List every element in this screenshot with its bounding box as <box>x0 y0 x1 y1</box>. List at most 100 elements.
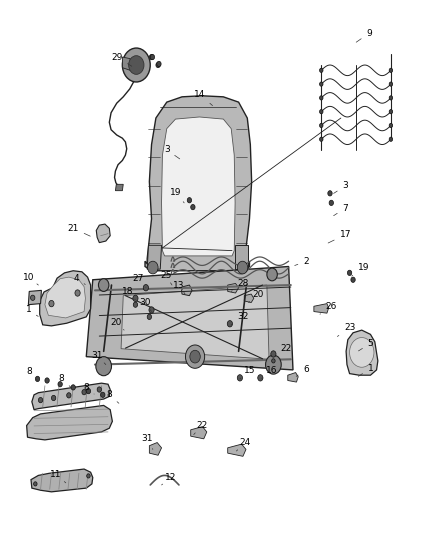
Polygon shape <box>235 245 248 269</box>
Text: 5: 5 <box>358 339 373 351</box>
Text: 3: 3 <box>334 181 348 193</box>
Polygon shape <box>45 277 85 318</box>
Circle shape <box>96 357 112 376</box>
Circle shape <box>67 393 71 398</box>
Circle shape <box>58 382 62 387</box>
Text: 22: 22 <box>194 421 207 434</box>
Circle shape <box>320 82 323 86</box>
Text: 30: 30 <box>139 298 152 312</box>
Text: 18: 18 <box>122 287 135 300</box>
Circle shape <box>82 390 86 395</box>
Circle shape <box>99 279 109 292</box>
Polygon shape <box>121 285 269 359</box>
Circle shape <box>122 48 150 82</box>
Polygon shape <box>122 57 130 70</box>
Text: 20: 20 <box>249 290 264 303</box>
Text: 2: 2 <box>295 257 309 265</box>
Circle shape <box>129 55 144 74</box>
Polygon shape <box>314 304 328 313</box>
Circle shape <box>157 61 161 67</box>
Circle shape <box>328 191 332 196</box>
Text: 4: 4 <box>74 273 85 285</box>
Text: 28: 28 <box>231 279 249 292</box>
Text: 7: 7 <box>334 204 348 216</box>
Polygon shape <box>32 383 110 410</box>
Circle shape <box>271 351 276 357</box>
Polygon shape <box>86 266 293 370</box>
Text: 11: 11 <box>50 470 66 483</box>
Circle shape <box>187 198 191 203</box>
Text: 29: 29 <box>111 53 132 66</box>
Circle shape <box>45 378 49 383</box>
Circle shape <box>320 137 323 141</box>
Circle shape <box>149 307 154 313</box>
Text: 21: 21 <box>67 224 90 236</box>
Text: 19: 19 <box>352 263 369 276</box>
Text: 8: 8 <box>59 374 71 387</box>
Polygon shape <box>288 373 298 382</box>
Polygon shape <box>116 184 123 191</box>
Text: 31: 31 <box>141 434 153 449</box>
Text: 19: 19 <box>170 188 184 203</box>
Circle shape <box>237 375 243 381</box>
Polygon shape <box>27 406 113 440</box>
Circle shape <box>389 110 392 114</box>
Text: 27: 27 <box>133 273 146 288</box>
Polygon shape <box>31 469 93 492</box>
Circle shape <box>227 320 233 327</box>
Circle shape <box>265 355 281 374</box>
Circle shape <box>320 96 323 100</box>
Text: 13: 13 <box>173 280 185 294</box>
Circle shape <box>185 345 205 368</box>
Circle shape <box>87 474 90 478</box>
Text: 14: 14 <box>194 90 212 106</box>
Circle shape <box>133 302 138 308</box>
Circle shape <box>191 205 195 210</box>
Polygon shape <box>182 285 192 296</box>
Text: 8: 8 <box>26 367 38 381</box>
Circle shape <box>351 277 355 282</box>
Circle shape <box>389 123 392 127</box>
Circle shape <box>86 389 91 394</box>
Text: 32: 32 <box>231 312 249 325</box>
Circle shape <box>389 137 392 141</box>
Text: 16: 16 <box>261 367 277 379</box>
Text: 1: 1 <box>25 305 38 317</box>
Polygon shape <box>228 444 246 456</box>
Circle shape <box>329 200 333 206</box>
Polygon shape <box>149 442 162 455</box>
Text: 9: 9 <box>356 29 372 42</box>
Polygon shape <box>228 284 239 293</box>
Text: 20: 20 <box>110 318 124 330</box>
Circle shape <box>389 82 392 86</box>
Circle shape <box>389 96 392 100</box>
Circle shape <box>143 285 148 291</box>
Circle shape <box>258 375 263 381</box>
Text: 25: 25 <box>160 271 172 285</box>
Text: 31: 31 <box>92 351 106 365</box>
Text: 17: 17 <box>328 230 351 243</box>
Circle shape <box>150 54 155 60</box>
Text: 8: 8 <box>106 390 119 403</box>
Polygon shape <box>96 224 110 243</box>
Text: 23: 23 <box>337 323 355 336</box>
Circle shape <box>51 395 56 401</box>
Circle shape <box>97 387 102 392</box>
Text: 12: 12 <box>162 473 177 485</box>
Text: 15: 15 <box>240 367 255 379</box>
Text: 6: 6 <box>296 366 309 376</box>
Circle shape <box>350 337 374 367</box>
Circle shape <box>190 350 200 363</box>
Circle shape <box>156 62 160 68</box>
Circle shape <box>320 68 323 72</box>
Polygon shape <box>28 290 42 305</box>
Polygon shape <box>244 294 254 303</box>
Polygon shape <box>145 96 252 271</box>
Circle shape <box>133 295 138 302</box>
Text: 1: 1 <box>358 364 373 376</box>
Polygon shape <box>346 330 378 375</box>
Text: 3: 3 <box>164 146 180 159</box>
Circle shape <box>389 68 392 72</box>
Circle shape <box>71 385 75 390</box>
Text: 10: 10 <box>23 272 39 285</box>
